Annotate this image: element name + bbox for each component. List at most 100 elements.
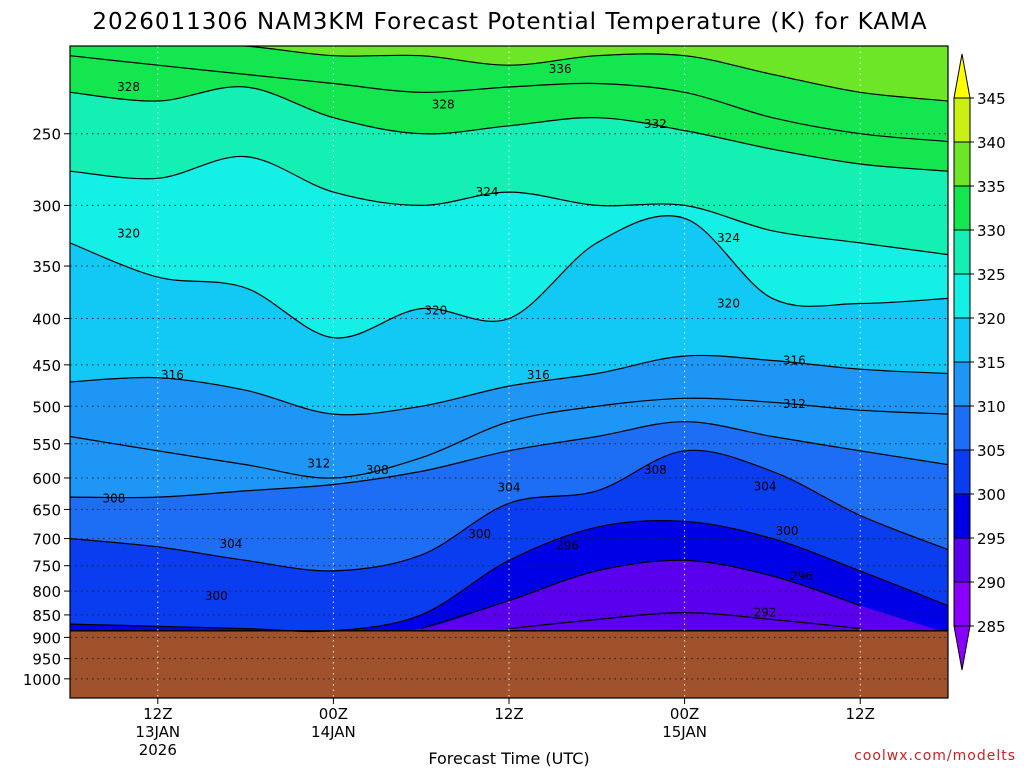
filled-contours	[70, 46, 948, 698]
isentrope-296	[421, 559, 861, 630]
colorbar-segment-305	[954, 406, 970, 450]
isentrope-328	[70, 86, 948, 172]
credit-text: coolwx.com/modelts	[854, 748, 1016, 764]
isentrope-324	[70, 155, 948, 256]
chart-title: 2026011306 NAM3KM Forecast Potential Tem…	[92, 9, 927, 35]
contour-label: 320	[717, 297, 740, 311]
colorbar-segment-285	[954, 582, 970, 626]
isentrope-312	[70, 397, 948, 479]
ground-fill	[70, 630, 948, 698]
y-tick-label: 600	[32, 470, 61, 488]
contour-label: 316	[527, 368, 550, 382]
contour-label: 308	[644, 463, 667, 477]
colorbar-label: 315	[977, 354, 1006, 372]
contour-label: 336	[549, 62, 572, 76]
colorbar-label: 295	[977, 530, 1006, 548]
colorbar: 285 290 295 300 305 310 315 320 325 330 335 340 345	[953, 53, 1006, 671]
y-tick-label: 650	[32, 501, 61, 519]
isentrope-300	[70, 519, 948, 633]
colorbar-segment-310	[954, 362, 970, 406]
colorbar-label: 335	[977, 178, 1006, 196]
contour-label: 300	[205, 589, 228, 603]
y-tick-label: 250	[32, 126, 61, 144]
colorbar-label: 340	[977, 134, 1006, 152]
y-tick-label: 800	[32, 583, 61, 601]
isentrope-292	[508, 611, 861, 630]
colorbar-segment-315	[954, 318, 970, 362]
colorbar-segment-335	[954, 142, 970, 186]
y-tick-label: 400	[32, 311, 61, 329]
contour-label: 304	[220, 537, 243, 551]
colorbar-label: 320	[977, 310, 1006, 328]
y-tick-label: 1000	[23, 671, 61, 689]
colorbar-label: 310	[977, 398, 1006, 416]
colorbar-label: 305	[977, 442, 1006, 460]
contour-label: 308	[102, 491, 125, 505]
contour-label: 320	[424, 304, 447, 318]
colorbar-segment-330	[954, 186, 970, 230]
colorbar-segment-320	[954, 274, 970, 318]
contour-label: 308	[366, 463, 389, 477]
isentrope-304	[70, 449, 948, 572]
colorbar-segment-295	[954, 494, 970, 538]
x-tick-label: 12Z	[846, 705, 875, 723]
colorbar-segment-290	[954, 538, 970, 582]
contour-label: 304	[754, 479, 777, 493]
colorbar-label: 285	[977, 618, 1006, 636]
contour-label: 324	[476, 185, 499, 199]
x-tick-date: 14JAN	[311, 723, 356, 741]
x-tick-label: 12Z	[143, 705, 172, 723]
contour-label: 304	[498, 481, 521, 495]
x-tick-date: 15JAN	[662, 723, 707, 741]
y-tick-label: 300	[32, 197, 61, 215]
isentrope-lines	[70, 46, 948, 633]
y-axis: 250 300 350 400 450 500 550 600 650 700 750 800 850 9…	[23, 126, 70, 689]
ground-layer	[70, 630, 948, 698]
x-tick-year: 2026	[139, 741, 177, 759]
x-tick-label: 12Z	[494, 705, 523, 723]
y-tick-label: 850	[32, 607, 61, 625]
isentrope-316	[70, 354, 948, 416]
isentrope-320	[70, 215, 948, 339]
colorbar-bottom-arrow	[953, 625, 971, 671]
colorbar-segment-300	[954, 450, 970, 494]
y-tick-label: 550	[32, 436, 61, 454]
colorbar-label: 330	[977, 222, 1006, 240]
contour-label: 292	[754, 606, 777, 620]
contour-label: 300	[776, 524, 799, 538]
colorbar-top-arrow	[953, 53, 971, 99]
contour-label: 312	[783, 397, 806, 411]
isentrope-332	[70, 55, 948, 143]
contour-label: 324	[717, 231, 740, 245]
y-tick-label: 450	[32, 357, 61, 375]
y-tick-label: 750	[32, 558, 61, 576]
y-tick-label: 350	[32, 258, 61, 276]
contour-label: 316	[161, 368, 184, 382]
contour-label: 328	[117, 80, 140, 94]
y-tick-label: 700	[32, 531, 61, 549]
y-tick-label: 500	[32, 398, 61, 416]
contour-label: 332	[644, 117, 667, 131]
contour-label: 316	[783, 353, 806, 367]
colorbar-label: 325	[977, 266, 1006, 284]
grid-lines	[70, 46, 948, 698]
contour-labels: 328 328 336 332 324 320 324 320 320 316 316 316 312 3…	[102, 62, 813, 620]
x-axis-label: Forecast Time (UTC)	[428, 749, 589, 768]
x-tick-label: 00Z	[319, 705, 348, 723]
colorbar-label: 290	[977, 574, 1006, 592]
y-tick-label: 950	[32, 651, 61, 669]
colorbar-segment-340	[954, 98, 970, 142]
colorbar-label: 300	[977, 486, 1006, 504]
contour-label: 328	[432, 97, 455, 111]
colorbar-segment-325	[954, 230, 970, 274]
contour-label: 296	[556, 538, 579, 552]
isentrope-308	[70, 421, 948, 499]
x-tick-date: 13JAN	[135, 723, 180, 741]
contour-label: 296	[790, 569, 813, 583]
y-tick-label: 900	[32, 629, 61, 647]
contour-label: 320	[117, 226, 140, 240]
colorbar-label: 345	[977, 90, 1006, 108]
contour-label: 300	[468, 527, 491, 541]
